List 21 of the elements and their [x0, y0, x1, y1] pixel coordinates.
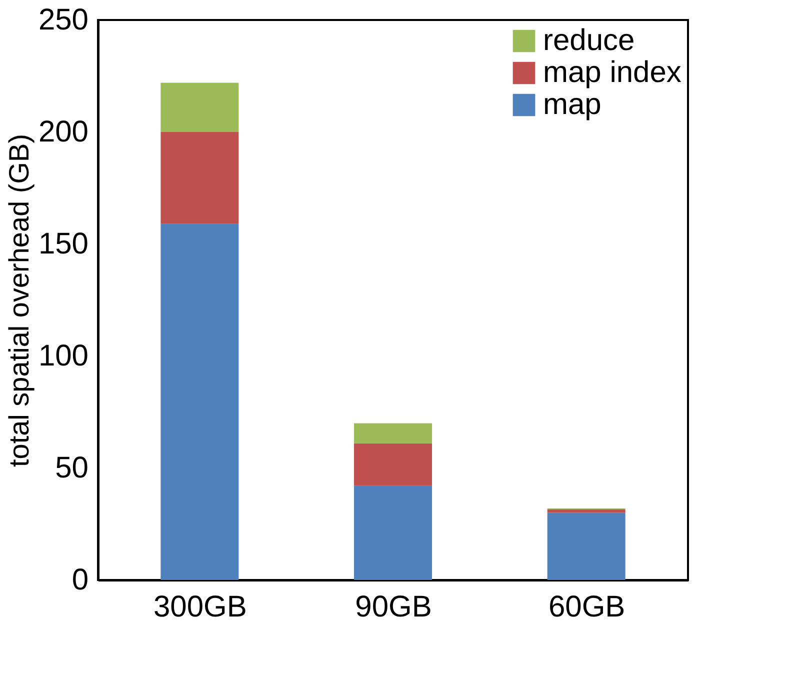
legend-label: map [543, 88, 602, 121]
bar [160, 82, 239, 132]
bar [354, 443, 432, 486]
y-tick-label: 50 [55, 452, 88, 484]
legend-label: reduce [543, 24, 635, 57]
bar [354, 486, 432, 580]
bar [160, 224, 239, 580]
x-tick-label: 300GB [153, 590, 247, 624]
legend-label: map index [543, 56, 682, 89]
y-tick-label: 100 [38, 340, 88, 372]
y-tick-label: 150 [38, 228, 88, 260]
bar [354, 423, 432, 444]
y-tick-label: 0 [72, 564, 88, 596]
bar [160, 132, 239, 224]
x-tick-label: 60GB [548, 590, 626, 624]
x-tick-label: 90GB [355, 590, 432, 624]
y-axis-title: total spatial overhead (GB) [3, 134, 34, 468]
bar [547, 512, 626, 580]
bar [547, 509, 626, 513]
y-tick-label: 250 [38, 4, 88, 36]
y-tick-label: 200 [38, 116, 88, 148]
